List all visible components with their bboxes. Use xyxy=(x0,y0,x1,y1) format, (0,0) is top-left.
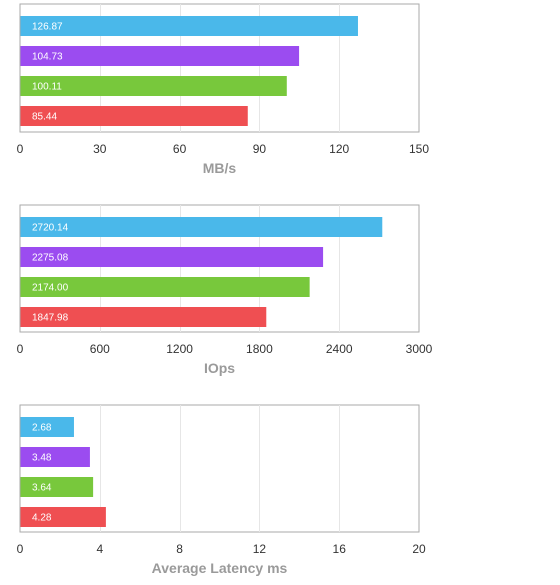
bar-value-label: 85.44 xyxy=(32,112,57,123)
x-tick-label: 120 xyxy=(329,142,349,156)
bar-value-label: 3.48 xyxy=(32,453,52,464)
bar-value-label: 4.28 xyxy=(32,513,52,524)
bar-value-label: 3.64 xyxy=(32,483,52,494)
bar-value-label: 2275.08 xyxy=(32,253,69,264)
bar-value-label: 100.11 xyxy=(32,82,62,93)
x-tick-label: 0 xyxy=(17,142,24,156)
x-tick-label: 1200 xyxy=(166,342,193,356)
bar-value-label: 1847.98 xyxy=(32,313,69,324)
x-axis-title: Average Latency ms xyxy=(152,560,288,576)
x-tick-label: 90 xyxy=(253,142,267,156)
x-tick-label: 4 xyxy=(96,542,103,556)
x-tick-label: 16 xyxy=(333,542,347,556)
x-axis-title: IOps xyxy=(204,360,235,376)
bar-1 xyxy=(20,217,383,237)
bar-value-label: 2.68 xyxy=(32,423,52,434)
bar-4 xyxy=(20,106,248,126)
x-tick-label: 0 xyxy=(17,342,24,356)
bar-3 xyxy=(20,76,287,96)
x-tick-label: 60 xyxy=(173,142,187,156)
bar-value-label: 104.73 xyxy=(32,52,63,63)
bar-2 xyxy=(20,447,90,467)
bar-4 xyxy=(20,507,106,527)
x-axis-title: MB/s xyxy=(203,160,237,176)
bar-3 xyxy=(20,277,310,297)
bar-3 xyxy=(20,477,94,497)
bar-value-label: 2720.14 xyxy=(32,223,69,234)
x-tick-label: 20 xyxy=(412,542,426,556)
chart-1: 126.87 104.73 100.11 85.44 0 30 60 90 120 150 MB/s xyxy=(17,3,429,176)
x-tick-label: 8 xyxy=(176,542,183,556)
x-tick-label: 2400 xyxy=(326,342,353,356)
x-tick-label: 3000 xyxy=(406,342,433,356)
chart-3: 2.68 3.48 3.64 4.28 0 4 8 12 16 20 Average Latency… xyxy=(17,404,426,576)
bar-1 xyxy=(20,16,358,36)
x-tick-label: 600 xyxy=(90,342,110,356)
bar-value-label: 126.87 xyxy=(32,22,63,33)
bar-2 xyxy=(20,247,324,267)
bar-value-label: 2174.00 xyxy=(32,283,69,294)
bar-2 xyxy=(20,46,300,66)
x-tick-label: 30 xyxy=(93,142,107,156)
x-tick-label: 12 xyxy=(253,542,267,556)
x-tick-label: 1800 xyxy=(246,342,273,356)
chart-2: 2720.14 2275.08 2174.00 1847.98 0 600 1200 1800… xyxy=(17,204,433,376)
bar-4 xyxy=(20,307,267,327)
bar-1 xyxy=(20,417,74,437)
x-tick-label: 0 xyxy=(17,542,24,556)
x-tick-label: 150 xyxy=(409,142,429,156)
